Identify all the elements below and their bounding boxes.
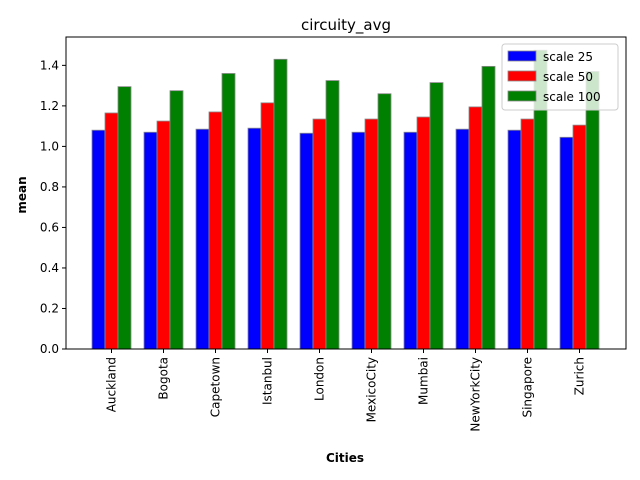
bar-scale-100-mumbai: [429, 82, 444, 350]
y-tick-label: 0.2: [40, 301, 59, 315]
bar-scale-25-zurich: [559, 136, 574, 350]
bar-scale-100-bogota: [169, 90, 184, 350]
bar-scale-50-capetown: [208, 111, 223, 350]
x-tick-label: MexicoCity: [365, 357, 379, 422]
bar-scale-25-bogota: [143, 131, 158, 350]
x-tick-label: Istanbul: [261, 357, 275, 405]
chart-title: circuity_avg: [301, 16, 391, 35]
x-tick-label: Singapore: [521, 357, 535, 418]
bar-scale-25-mexicocity: [351, 131, 366, 350]
x-tick-label: Auckland: [105, 357, 119, 412]
legend-label: scale 50: [543, 70, 593, 84]
bar-scale-25-istanbul: [247, 127, 262, 350]
x-axis-label: Cities: [326, 451, 364, 465]
bar-scale-25-capetown: [195, 128, 210, 350]
bar-scale-50-mumbai: [416, 116, 431, 350]
legend-swatch: [507, 70, 537, 82]
bar-scale-100-london: [325, 80, 340, 350]
plot-area: 0.0 0.2 0.4 0.6 0.8 1.0 1.2 1.4 Auckland Bogota Ca…: [40, 36, 627, 432]
bar-scale-100-istanbul: [273, 58, 288, 350]
y-tick-label: 1.0: [40, 139, 59, 153]
legend-label: scale 25: [543, 50, 593, 64]
bar-scale-50-istanbul: [260, 102, 275, 350]
bar-scale-50-newyorkcity: [468, 106, 483, 350]
bar-scale-100-zurich: [585, 71, 600, 350]
bar-scale-50-singapore: [520, 118, 535, 350]
bar-scale-25-mumbai: [403, 131, 418, 350]
y-tick-label: 1.2: [40, 99, 59, 113]
bar-scale-25-auckland: [91, 129, 106, 350]
x-tick-label: London: [313, 357, 327, 401]
bar-scale-25-london: [299, 132, 314, 350]
x-tick-label: Mumbai: [417, 357, 431, 405]
y-tick-label: 1.4: [40, 58, 59, 72]
y-tick-label: 0.0: [40, 342, 59, 356]
bar-scale-100-newyorkcity: [481, 65, 496, 350]
bar-scale-50-auckland: [104, 112, 119, 350]
legend-label: scale 100: [543, 90, 601, 104]
bar-scale-25-singapore: [507, 129, 522, 350]
x-tick-label: NewYorkCity: [469, 357, 483, 432]
x-tick-label: Capetown: [209, 357, 223, 417]
legend: scale 25 scale 50 scale 100: [501, 43, 619, 111]
bar-scale-50-mexicocity: [364, 118, 379, 350]
legend-swatch: [507, 50, 537, 62]
bar-scale-100-capetown: [221, 73, 236, 350]
bar-scale-50-bogota: [156, 120, 171, 350]
plot-frame: [65, 36, 627, 350]
bar-scale-50-zurich: [572, 124, 587, 350]
x-tick-label: Bogota: [157, 357, 171, 400]
bar-scale-100-auckland: [117, 86, 132, 350]
x-tick-label: Zurich: [573, 357, 587, 395]
bar-scale-50-london: [312, 118, 327, 350]
legend-swatch: [507, 90, 537, 102]
y-axis-label: mean: [15, 176, 29, 213]
bar-scale-100-mexicocity: [377, 93, 392, 350]
y-tick-label: 0.4: [40, 261, 59, 275]
y-tick-label: 0.8: [40, 180, 59, 194]
y-tick-label: 0.6: [40, 220, 59, 234]
bar-scale-25-newyorkcity: [455, 128, 470, 350]
